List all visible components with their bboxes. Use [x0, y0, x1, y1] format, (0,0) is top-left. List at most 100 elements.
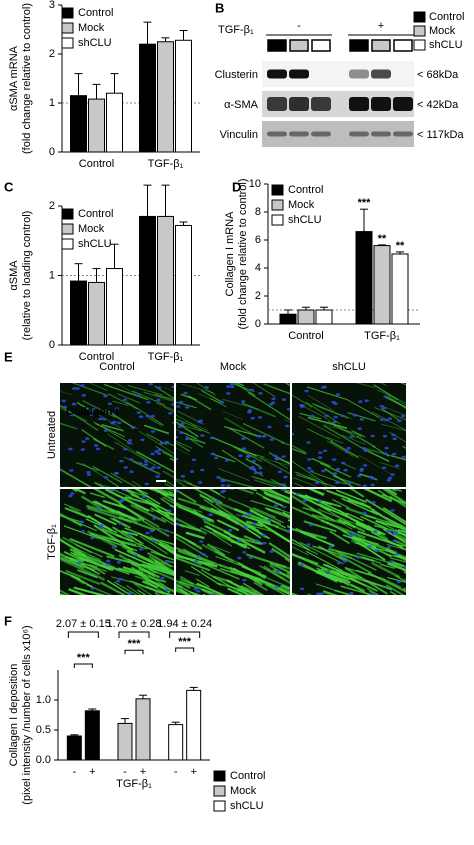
- y-tick-label: 0.5: [36, 724, 51, 736]
- fiber: [408, 427, 429, 435]
- y-axis-label: (fold change relative to control): [21, 3, 33, 154]
- legend-swatch: [271, 184, 284, 196]
- fiber: [248, 489, 257, 492]
- fiber: [195, 578, 210, 588]
- nucleus: [391, 452, 397, 456]
- fiber: [283, 419, 290, 423]
- fiber: [403, 578, 406, 581]
- fiber: [262, 489, 286, 501]
- fiber: [189, 591, 202, 595]
- y-tick-label: 8: [255, 206, 261, 218]
- fiber: [258, 489, 273, 497]
- nucleus: [81, 440, 86, 443]
- nucleus: [319, 592, 324, 595]
- fiber: [222, 398, 259, 410]
- fiber: [361, 598, 399, 611]
- nucleus: [299, 403, 304, 407]
- nucleus: [164, 588, 169, 592]
- fiber: [390, 557, 406, 563]
- nucleus: [361, 447, 366, 450]
- nucleus: [138, 415, 144, 419]
- bracket: [175, 647, 195, 652]
- blot-band: [371, 97, 391, 111]
- fiber: [60, 515, 83, 523]
- nucleus: [91, 408, 97, 411]
- fiber: [389, 489, 397, 492]
- fiber: [292, 506, 330, 525]
- fiber: [345, 506, 377, 520]
- fiber: [374, 406, 406, 421]
- legend-swatch: [61, 223, 74, 235]
- fiber: [64, 503, 82, 512]
- fiber: [271, 602, 311, 627]
- fiber: [294, 482, 305, 487]
- fiber: [402, 569, 406, 573]
- x-axis-label: TGF-β₁: [116, 778, 152, 790]
- y-tick-label: 4: [255, 262, 261, 274]
- nucleus: [332, 420, 337, 424]
- nucleus: [168, 411, 173, 415]
- nucleus: [98, 417, 103, 421]
- fiber: [180, 393, 197, 401]
- nucleus: [156, 386, 162, 389]
- fiber: [176, 442, 191, 453]
- fiber: [315, 583, 349, 595]
- fiber: [292, 553, 319, 566]
- nucleus: [68, 447, 73, 451]
- fiber: [132, 599, 170, 620]
- fiber: [292, 538, 311, 551]
- nucleus: [154, 450, 159, 453]
- nucleus: [281, 455, 286, 458]
- panel-label: C: [4, 179, 14, 194]
- nucleus: [164, 440, 170, 444]
- fiber: [68, 588, 88, 595]
- fiber: [212, 453, 236, 463]
- fiber: [367, 524, 389, 540]
- bar: [106, 92, 123, 153]
- fiber: [348, 576, 378, 592]
- fiber: [407, 523, 442, 537]
- nucleus: [68, 494, 73, 498]
- nucleus: [328, 545, 333, 548]
- legend-swatch: [413, 25, 426, 37]
- nucleus: [318, 499, 323, 502]
- fiber: [60, 589, 71, 595]
- nucleus: [379, 418, 384, 421]
- fiber: [341, 434, 366, 445]
- nucleus: [228, 529, 233, 532]
- fiber: [236, 587, 253, 595]
- fiber: [212, 575, 233, 584]
- fiber: [184, 604, 223, 618]
- fiber: [398, 400, 406, 406]
- nucleus: [247, 410, 252, 414]
- fiber: [303, 520, 337, 533]
- fiber: [306, 428, 333, 442]
- nucleus: [359, 469, 364, 472]
- nucleus: [105, 559, 111, 563]
- fiber: [263, 565, 290, 585]
- fiber: [391, 489, 402, 492]
- size-label: < 42kDa: [417, 99, 459, 111]
- fiber: [176, 522, 202, 533]
- fiber: [143, 391, 174, 403]
- nucleus: [102, 417, 107, 421]
- row-label: Untreated: [46, 411, 58, 459]
- fiber: [210, 507, 239, 525]
- fiber: [138, 517, 170, 538]
- condition-label: +: [378, 20, 384, 32]
- nucleus: [214, 456, 219, 460]
- nucleus: [128, 458, 134, 461]
- fiber: [101, 423, 124, 432]
- nucleus: [210, 593, 216, 595]
- y-tick-label: 0.0: [36, 754, 51, 766]
- nucleus: [176, 489, 180, 493]
- fiber: [365, 602, 406, 613]
- nucleus: [119, 499, 124, 503]
- bar: [106, 268, 123, 346]
- nucleus: [331, 458, 337, 461]
- nucleus: [164, 529, 169, 533]
- fiber: [176, 418, 211, 434]
- fiber: [127, 385, 163, 396]
- nucleus: [200, 468, 205, 472]
- nucleus: [241, 447, 247, 450]
